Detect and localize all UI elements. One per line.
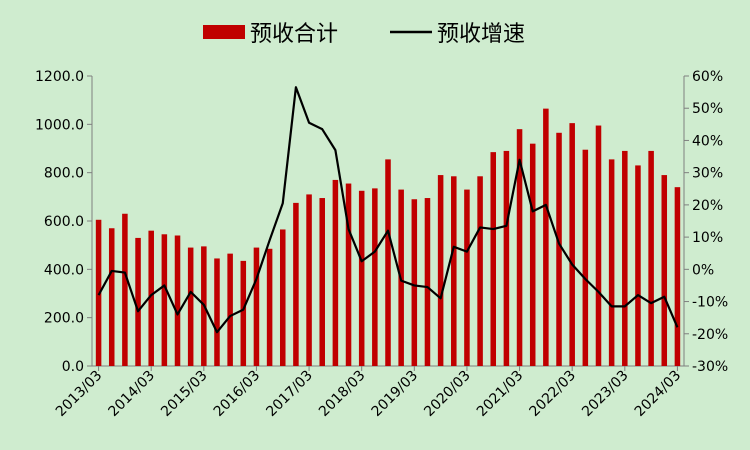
bar-2015Q3 [227, 253, 233, 367]
axes: 0.0 200.0 400.0 600.0 800.0 1000.0 1200.0 -30% -… [35, 69, 728, 375]
left-tick-label: 400.0 [44, 262, 84, 278]
bar-series [95, 108, 681, 367]
right-tick-label: 30% [692, 166, 723, 182]
bar-2014Q3 [174, 235, 181, 366]
bar-2022Q3 [595, 125, 602, 366]
line-series [97, 86, 679, 334]
bar-2023Q2 [635, 165, 641, 366]
right-tick-label: 20% [692, 198, 723, 214]
bar-2020Q3 [490, 152, 497, 367]
right-tick-label: 50% [692, 101, 723, 117]
bar-2013Q3 [122, 213, 128, 366]
right-tick-label: -20% [692, 327, 728, 343]
bar-2023Q3 [648, 150, 654, 366]
left-tick-label: 600.0 [44, 214, 84, 230]
growth-line [97, 86, 679, 334]
bar-2013Q4 [135, 237, 141, 366]
bar-2022Q1 [569, 123, 575, 367]
left-tick-label: 1000.0 [35, 117, 84, 133]
x-tick-label: 2016/03 [211, 368, 263, 420]
x-tick-label: 2018/03 [316, 368, 368, 420]
x-tick-label: 2014/03 [106, 368, 158, 420]
bar-2021Q1 [516, 129, 523, 366]
x-tick-label: 2019/03 [369, 368, 421, 420]
legend-label-line: 预收增速 [437, 22, 525, 47]
x-tick-label: 2024/03 [632, 368, 684, 420]
bar-2019Q1 [411, 199, 418, 366]
bar-2018Q2 [372, 188, 378, 367]
x-tick-label: 2013/03 [53, 368, 105, 420]
bar-2022Q4 [608, 159, 615, 367]
bar-2023Q4 [661, 175, 668, 366]
bar-2017Q4 [345, 183, 352, 366]
bar-2013Q2 [108, 228, 115, 366]
legend-bar-swatch [203, 25, 245, 39]
left-tick-label: 800.0 [44, 166, 84, 182]
legend: 预收合计 预收增速 [203, 22, 525, 47]
bar-2015Q4 [240, 260, 247, 367]
bar-2021Q2 [529, 143, 536, 366]
bar-2017Q2 [319, 198, 325, 366]
bar-2014Q4 [187, 247, 194, 366]
x-tick-label: 2015/03 [158, 368, 210, 420]
bar-2021Q4 [556, 132, 562, 366]
x-tick-label: 2021/03 [474, 368, 526, 420]
bar-2021Q3 [543, 108, 549, 367]
x-axis-ticks: 2013/03 2014/03 2015/03 2016/03 2017/03 2018/… [53, 366, 684, 420]
bar-2018Q3 [385, 159, 391, 367]
x-tick-label: 2023/03 [579, 368, 631, 420]
right-tick-label: 0% [692, 262, 714, 278]
bar-2019Q4 [451, 176, 457, 366]
bar-2014Q2 [161, 234, 168, 366]
bar-2016Q3 [279, 229, 286, 366]
bar-2022Q2 [582, 149, 589, 366]
right-tick-label: -10% [692, 295, 728, 311]
right-tick-label: 40% [692, 133, 723, 149]
right-tick-label: 60% [692, 69, 723, 85]
bar-2020Q1 [464, 189, 470, 366]
bar-2017Q1 [306, 194, 312, 366]
bar-2023Q1 [622, 150, 628, 366]
left-tick-label: 200.0 [44, 311, 84, 327]
bar-2024Q1 [674, 187, 681, 366]
bar-2020Q2 [477, 176, 483, 366]
bar-2019Q2 [424, 198, 431, 366]
x-tick-label: 2020/03 [421, 368, 473, 420]
bar-2016Q2 [266, 248, 273, 366]
right-tick-label: -30% [692, 359, 728, 375]
left-tick-label: 0.0 [62, 359, 84, 375]
bar-2018Q1 [358, 190, 365, 366]
left-tick-label: 1200.0 [35, 69, 84, 85]
x-tick-label: 2017/03 [263, 368, 315, 420]
bar-2014Q1 [148, 230, 154, 366]
legend-label-bar: 预收合计 [250, 22, 338, 47]
bar-2017Q3 [332, 179, 339, 366]
x-tick-label: 2022/03 [527, 368, 579, 420]
bar-2016Q4 [293, 202, 299, 367]
bar-2015Q2 [214, 258, 220, 366]
bar-2016Q1 [253, 247, 260, 366]
bar-2020Q4 [503, 150, 510, 366]
bar-2019Q3 [437, 175, 444, 366]
right-tick-label: 10% [692, 230, 723, 246]
